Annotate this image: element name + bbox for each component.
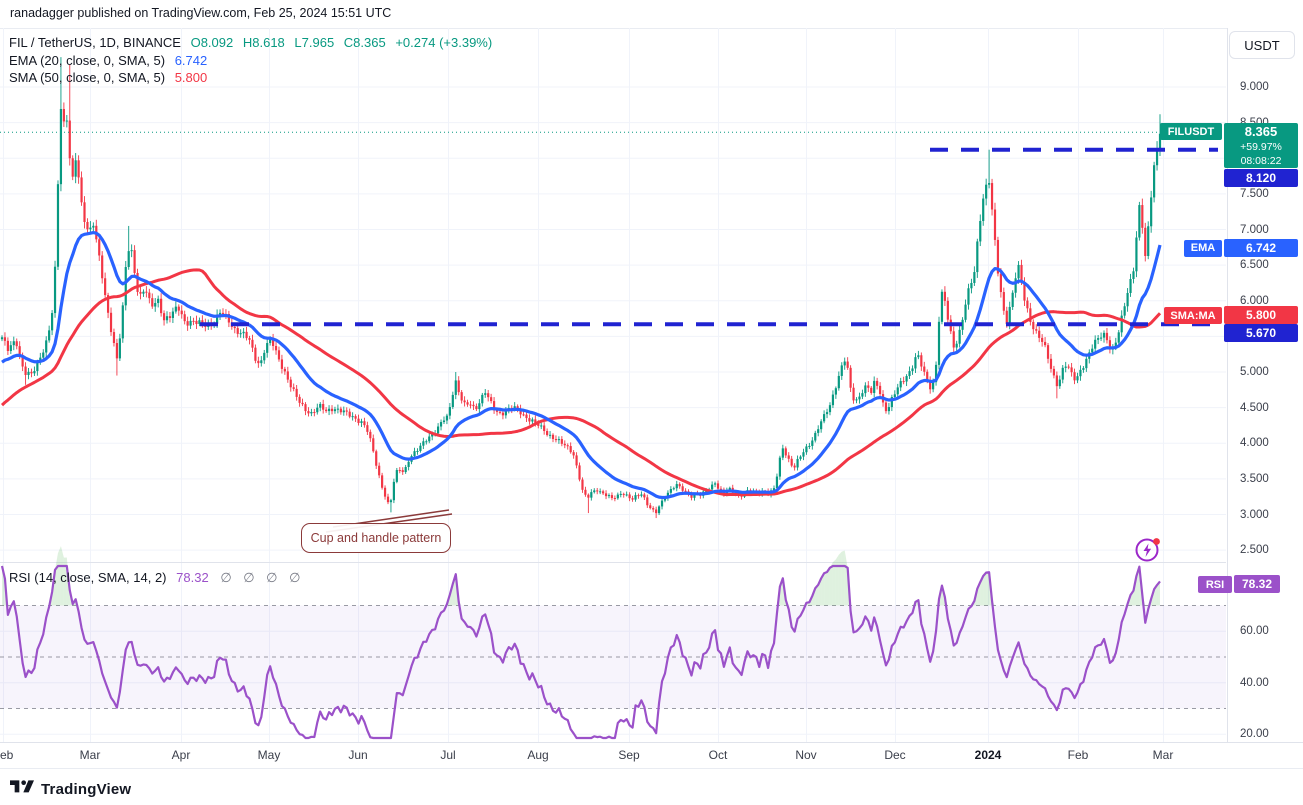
sma-legend-row[interactable]: SMA (50, close, 0, SMA, 5) 5.800 (9, 69, 492, 86)
lightning-icon[interactable] (1133, 534, 1163, 564)
sma-price-label: 5.800 (1224, 306, 1298, 324)
time-tick: Mar (79, 748, 101, 762)
symbol-legend-row[interactable]: FIL / TetherUS, 1D, BINANCE O8.092 H8.61… (9, 34, 492, 51)
last-price-countdown-label: 8.365 +59.97% 08:08:22 (1224, 123, 1298, 169)
ohlc-open: O8.092 (190, 35, 234, 50)
price-tick: 4.000 (1240, 437, 1269, 450)
cup-and-handle-annotation[interactable]: Cup and handle pattern (301, 523, 451, 553)
time-tick: Jul (440, 748, 456, 762)
time-scale[interactable]: Feb Mar Apr May Jun Jul Aug Sep Oct Nov Dec 2024 Feb… (0, 742, 1303, 769)
price-tick: 9.000 (1240, 81, 1269, 93)
price-tick: 2.500 (1240, 544, 1269, 557)
symbol-price-tag: FILUSDT (1160, 123, 1222, 141)
price-tick: 4.500 (1240, 401, 1269, 414)
time-tick: Feb (0, 748, 14, 762)
bottom-bar: TradingView (0, 768, 1303, 805)
tradingview-logo-icon (10, 777, 34, 802)
ohlc-low: L7.965 (294, 35, 335, 50)
rsi-name: RSI (14, close, SMA, 14, 2) (9, 570, 167, 585)
price-tick: 7.000 (1240, 223, 1269, 236)
time-tick: Jun (348, 748, 368, 762)
resistance-level-label: 8.120 (1224, 169, 1298, 188)
ema-name: EMA (20, close, 0, SMA, 5) (9, 52, 166, 68)
price-and-rsi-chart-canvas[interactable] (0, 28, 1226, 742)
rsi-tick: 60.00 (1240, 625, 1269, 638)
currency-toggle-label: USDT (1244, 37, 1280, 53)
ema-price-label: 6.742 (1224, 238, 1298, 257)
currency-toggle-button[interactable]: USDT (1229, 31, 1295, 59)
price-tick: 3.500 (1240, 472, 1269, 485)
ema-value: 6.742 (174, 52, 208, 68)
tradingview-logo[interactable]: TradingView (10, 777, 131, 802)
rsi-tick: 20.00 (1240, 728, 1269, 741)
time-tick: Feb (1067, 748, 1089, 762)
time-tick: Nov (795, 748, 817, 762)
price-tick: 6.000 (1240, 294, 1269, 307)
price-tick: 5.000 (1240, 366, 1269, 378)
change-percent-value: +59.97% (1240, 141, 1282, 154)
last-price-value: 8.365 (1244, 124, 1278, 140)
ohlc-close: C8.365 (343, 35, 386, 50)
time-tick: Dec (884, 748, 906, 762)
ohlc-high: H8.618 (242, 35, 285, 50)
support-level-label: 5.670 (1224, 323, 1298, 342)
sma-value: 5.800 (174, 70, 208, 85)
time-tick: Aug (527, 748, 549, 762)
price-tick: 6.500 (1240, 259, 1269, 272)
chart-legend: FIL / TetherUS, 1D, BINANCE O8.092 H8.61… (9, 34, 492, 87)
symbol-title: FIL / TetherUS, 1D, BINANCE (9, 35, 181, 50)
price-tick: 3.000 (1240, 508, 1269, 521)
annotation-text: Cup and handle pattern (310, 531, 442, 545)
rsi-legend-row[interactable]: RSI (14, close, SMA, 14, 2) 78.32 ∅ ∅ ∅ … (9, 570, 304, 586)
time-tick: Oct (708, 748, 728, 762)
ohlc-change: +0.274 (+3.39%) (395, 35, 493, 50)
rsi-tag: RSI (1198, 576, 1232, 594)
rsi-tick: 40.00 (1240, 676, 1269, 689)
bar-countdown-value: 08:08:22 (1240, 155, 1282, 168)
rsi-value: 78.32 (176, 570, 209, 585)
rsi-hidden-values: ∅ ∅ ∅ ∅ (220, 570, 305, 585)
time-tick: Mar (1152, 748, 1174, 762)
sma-name: SMA (50, close, 0, SMA, 5) (9, 70, 166, 85)
time-tick: Sep (618, 748, 640, 762)
tradingview-brand-text: TradingView (41, 781, 132, 798)
price-tick: 7.500 (1240, 187, 1269, 200)
time-tick: May (257, 748, 281, 762)
time-tick: 2024 (974, 748, 1002, 762)
sma-tag: SMA:MA (1164, 307, 1222, 324)
time-tick: Apr (171, 748, 191, 762)
rsi-value-label: 78.32 (1234, 575, 1280, 594)
ema-legend-row[interactable]: EMA (20, close, 0, SMA, 5) 6.742 (9, 52, 492, 69)
ema-tag: EMA (1184, 239, 1222, 257)
publish-info: ranadagger published on TradingView.com,… (10, 6, 392, 20)
